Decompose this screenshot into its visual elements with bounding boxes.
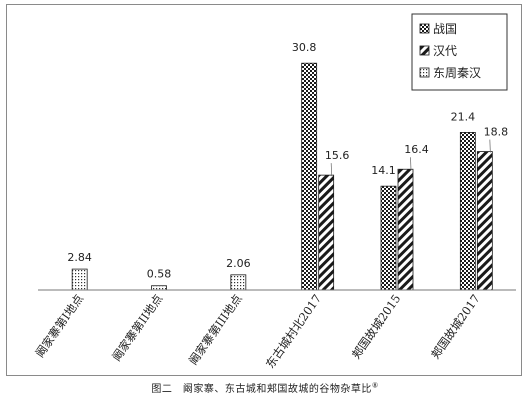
caption-text: 图二 阚家寨、东古城和郏国故城的谷物杂草比	[151, 384, 372, 395]
bar-东周秦汉-阚家寨第I地点	[71, 268, 88, 291]
bar-战国-郏国故城2017	[459, 132, 476, 291]
bar-汉代-东古城村北2017	[318, 174, 335, 291]
leader-line-汉代-郏国故城2015	[410, 157, 412, 171]
bars-layer	[71, 62, 493, 291]
figure-caption: 图二 阚家寨、东古城和郏国故城的谷物杂草比⑧	[0, 380, 530, 395]
legend-label-东周秦汉: 东周秦汉	[433, 66, 481, 80]
legend-swatch-汉代	[419, 45, 430, 56]
category-label-郏国故城2015: 郏国故城2015	[349, 292, 404, 362]
category-label-阚家寨第II地点: 阚家寨第II地点	[109, 292, 165, 364]
value-label-战国-东古城村北2017: 30.8	[292, 41, 317, 54]
value-label-汉代-郏国故城2017: 18.8	[484, 126, 509, 139]
category-label-郏国故城2017: 郏国故城2017	[428, 292, 483, 362]
value-label-东周秦汉-阚家寨第II地点: 0.58	[147, 268, 172, 281]
leader-line-汉代-郏国故城2017	[489, 139, 491, 153]
bar-东周秦汉-阚家寨第II地点	[151, 285, 167, 291]
category-label-阚家寨第III地点: 阚家寨第III地点	[186, 292, 245, 368]
bar-东周秦汉-阚家寨第III地点	[230, 274, 247, 291]
category-label-东古城村北2017: 东古城村北2017	[263, 292, 324, 371]
leader-line-汉代-东古城村北2017	[330, 163, 333, 177]
bar-战国-郏国故城2015	[380, 185, 397, 291]
legend-label-战国: 战国	[433, 22, 457, 36]
legend-label-汉代: 汉代	[433, 44, 457, 58]
value-label-东周秦汉-阚家寨第III地点: 2.06	[226, 257, 251, 270]
bar-chart: 2.84 0.58 2.06 30.8 15.6 14.1 16.4 21.4 18.8 阚家寨…	[32, 13, 516, 371]
value-label-汉代-郏国故城2015: 16.4	[404, 143, 429, 156]
value-label-战国-郏国故城2015: 14.1	[371, 164, 396, 177]
value-labels-layer: 2.84 0.58 2.06 30.8 15.6 14.1 16.4 21.4 18.8	[67, 41, 508, 281]
bar-汉代-郏国故城2015	[397, 168, 414, 291]
legend-swatch-东周秦汉	[419, 67, 430, 78]
legend-swatch-战国	[419, 23, 430, 34]
category-label-阚家寨第I地点: 阚家寨第I地点	[32, 292, 86, 360]
bar-汉代-郏国故城2017	[476, 151, 493, 291]
bar-战国-东古城村北2017	[301, 62, 318, 291]
caption-footnote-marker: ⑧	[371, 381, 379, 390]
category-labels-layer: 阚家寨第I地点 阚家寨第II地点 阚家寨第III地点 东古城村北2017 郏国故城201…	[32, 292, 482, 371]
value-label-战国-郏国故城2017: 21.4	[451, 110, 476, 123]
value-label-汉代-东古城村北2017: 15.6	[325, 149, 350, 162]
value-label-东周秦汉-阚家寨第I地点: 2.84	[67, 251, 92, 264]
